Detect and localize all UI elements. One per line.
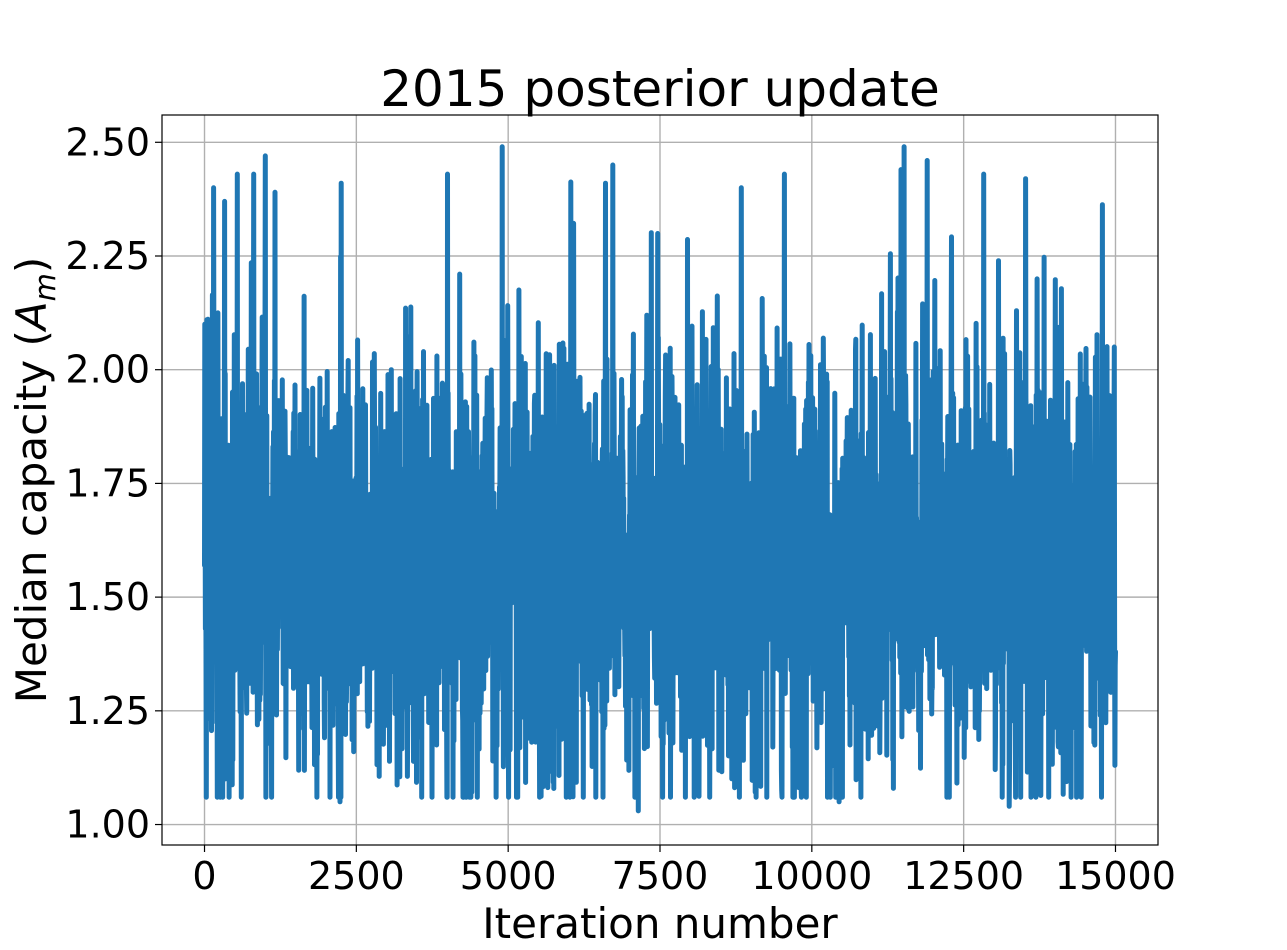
x-tick-label: 15000 (1055, 854, 1176, 898)
y-tick-label: 2.00 (65, 348, 150, 392)
series-line (202, 144, 1118, 814)
y-tick-label: 1.75 (65, 461, 150, 505)
x-tick-label: 0 (192, 854, 216, 898)
y-tick-label: 2.50 (65, 120, 150, 164)
y-tick-label: 2.25 (65, 234, 150, 278)
x-tick-label: 7500 (612, 854, 709, 898)
y-tick-label: 1.50 (65, 575, 150, 619)
plot-series (202, 144, 1118, 814)
y-axis-title: Median capacity (Am) (7, 257, 62, 704)
x-tick-label: 10000 (751, 854, 872, 898)
y-axis-title-suffix: ) (7, 257, 56, 273)
x-tick-label: 2500 (308, 854, 405, 898)
x-axis: 0 2500 5000 7500 10000 12500 15000 (192, 845, 1176, 898)
x-tick-label: 12500 (903, 854, 1024, 898)
y-tick-label: 1.25 (65, 689, 150, 733)
y-axis-title-variable: A (7, 301, 56, 333)
y-axis-title-prefix: Median capacity ( (7, 330, 56, 703)
x-axis-title: Iteration number (482, 899, 838, 948)
y-axis: 1.00 1.25 1.50 1.75 2.00 2.25 2.50 (65, 120, 162, 847)
y-axis-title-subscript: m (28, 273, 62, 301)
chart-title: 2015 posterior update (380, 60, 940, 118)
y-tick-label: 1.00 (65, 803, 150, 847)
x-tick-label: 5000 (460, 854, 557, 898)
